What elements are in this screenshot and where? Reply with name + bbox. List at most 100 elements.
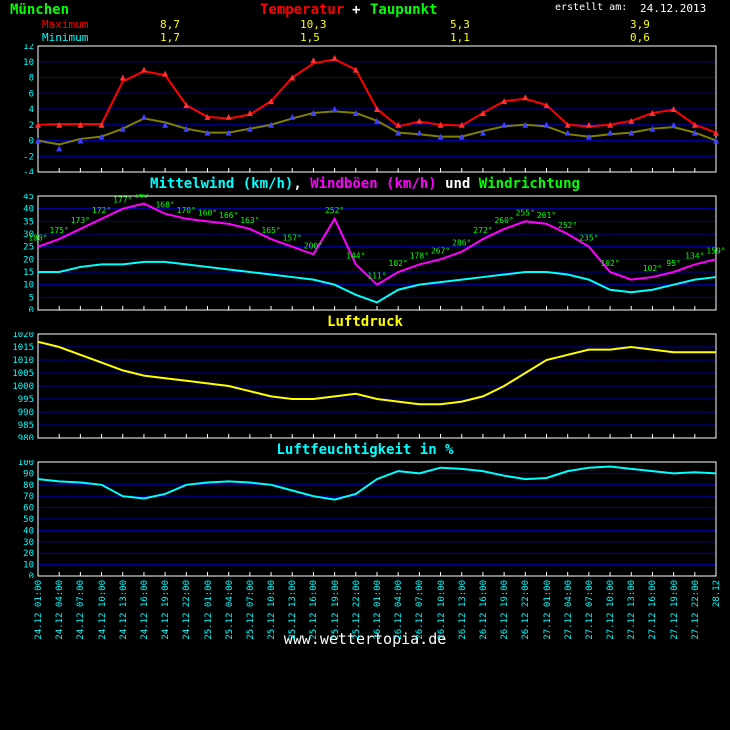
svg-text:1020: 1020: [12, 332, 34, 340]
x-tick: 28.12: [712, 580, 722, 607]
x-tick: 26.12 04:00: [394, 580, 404, 640]
chart-humidity: 0102030405060708090100: [0, 460, 730, 578]
x-tick: 24.12 13:00: [119, 580, 129, 640]
x-tick: 25.12 22:00: [352, 580, 362, 640]
svg-text:70: 70: [23, 492, 34, 502]
svg-text:160°: 160°: [198, 208, 217, 217]
svg-text:168°: 168°: [155, 201, 174, 210]
chart-temperature: -4-2024681012: [0, 44, 730, 174]
max-val: 8,7: [160, 18, 180, 31]
svg-text:90: 90: [23, 469, 34, 479]
svg-text:1010: 1010: [12, 356, 34, 366]
svg-text:40: 40: [23, 205, 34, 215]
x-tick: 25.12 07:00: [246, 580, 256, 640]
x-tick: 26.12 07:00: [415, 580, 425, 640]
svg-text:255°: 255°: [516, 208, 535, 217]
x-tick: 27.12 04:00: [564, 580, 574, 640]
svg-text:175°: 175°: [50, 226, 69, 235]
svg-text:20: 20: [23, 549, 34, 559]
max-val: 10,3: [300, 18, 327, 31]
svg-text:10: 10: [23, 561, 34, 571]
svg-text:985: 985: [18, 421, 34, 431]
svg-text:6: 6: [29, 89, 34, 99]
svg-text:-2: -2: [23, 152, 34, 162]
svg-text:162°: 162°: [600, 259, 619, 268]
svg-text:260°: 260°: [494, 216, 513, 225]
svg-text:995: 995: [18, 395, 34, 405]
svg-text:35: 35: [23, 217, 34, 227]
svg-text:177°: 177°: [113, 196, 132, 205]
svg-text:80: 80: [23, 481, 34, 491]
weather-chart-panel: München Temperatur + Taupunkt erstellt a…: [0, 0, 730, 730]
title-temp: Temperatur: [260, 2, 344, 18]
svg-text:286°: 286°: [452, 239, 471, 248]
chart3-title: Luftdruck: [0, 312, 730, 332]
x-tick: 25.12 10:00: [267, 580, 277, 640]
svg-text:267°: 267°: [431, 246, 450, 255]
svg-text:25: 25: [23, 243, 34, 253]
x-tick: 25.12 16:00: [309, 580, 319, 640]
svg-text:134°: 134°: [685, 251, 704, 260]
footer-site: www.wettertopia.de: [0, 626, 730, 652]
svg-text:45: 45: [23, 194, 34, 202]
svg-text:100: 100: [18, 460, 34, 468]
svg-text:2: 2: [29, 121, 34, 131]
svg-text:0: 0: [29, 306, 34, 312]
svg-text:102°: 102°: [643, 264, 662, 273]
x-tick: 25.12 04:00: [225, 580, 235, 640]
location-label: München: [10, 2, 69, 18]
x-tick: 27.12 07:00: [585, 580, 595, 640]
x-tick: 27.12 13:00: [627, 580, 637, 640]
svg-text:180°: 180°: [28, 234, 47, 243]
svg-text:0: 0: [29, 137, 34, 147]
svg-text:20: 20: [23, 255, 34, 265]
svg-text:159°: 159°: [706, 246, 725, 255]
svg-text:272°: 272°: [473, 226, 492, 235]
x-tick: 26.12 16:00: [479, 580, 489, 640]
svg-text:40: 40: [23, 526, 34, 536]
x-tick: 24.12 07:00: [76, 580, 86, 640]
x-axis: 24.12 01:0024.12 04:0024.12 07:0024.12 1…: [0, 578, 730, 626]
header: München Temperatur + Taupunkt erstellt a…: [0, 0, 730, 44]
x-tick: 26.12 19:00: [500, 580, 510, 640]
min-val: 1,1: [450, 31, 470, 44]
svg-text:165°: 165°: [261, 226, 280, 235]
x-tick: 25.12 13:00: [288, 580, 298, 640]
svg-text:1000: 1000: [12, 382, 34, 392]
svg-text:10: 10: [23, 281, 34, 291]
x-tick: 25.12 19:00: [331, 580, 341, 640]
svg-text:5: 5: [29, 293, 34, 303]
min-val: 1,7: [160, 31, 180, 44]
x-tick: 26.12 13:00: [458, 580, 468, 640]
max-val: 5,3: [450, 18, 470, 31]
svg-text:172°: 172°: [92, 206, 111, 215]
svg-text:173°: 173°: [71, 216, 90, 225]
chart-pressure: 98098599099510001005101010151020: [0, 332, 730, 440]
x-tick: 27.12 19:00: [670, 580, 680, 640]
max-label: Maximum: [42, 18, 88, 31]
svg-text:15: 15: [23, 268, 34, 278]
svg-text:261°: 261°: [537, 211, 556, 220]
svg-text:111°: 111°: [367, 272, 386, 281]
svg-text:200°: 200°: [304, 241, 323, 250]
max-val: 3,9: [630, 18, 650, 31]
title-plus: +: [352, 2, 360, 18]
svg-text:1005: 1005: [12, 369, 34, 379]
svg-text:-4: -4: [23, 168, 34, 174]
svg-text:252°: 252°: [325, 206, 344, 215]
x-tick: 24.12 19:00: [161, 580, 171, 640]
created-label: erstellt am:: [555, 2, 627, 13]
svg-text:170°: 170°: [177, 206, 196, 215]
x-tick: 24.12 01:00: [34, 580, 44, 640]
svg-text:102°: 102°: [389, 259, 408, 268]
min-val: 0,6: [630, 31, 650, 44]
x-tick: 24.12 04:00: [55, 580, 65, 640]
x-tick: 25.12 01:00: [204, 580, 214, 640]
svg-text:8: 8: [29, 74, 34, 84]
chart2-title: Mittelwind (km/h), Windböen (km/h) und W…: [0, 174, 730, 194]
svg-text:144°: 144°: [346, 251, 365, 260]
svg-text:163°: 163°: [240, 216, 259, 225]
svg-text:166°: 166°: [219, 211, 238, 220]
svg-text:980: 980: [18, 434, 34, 440]
svg-text:990: 990: [18, 408, 34, 418]
